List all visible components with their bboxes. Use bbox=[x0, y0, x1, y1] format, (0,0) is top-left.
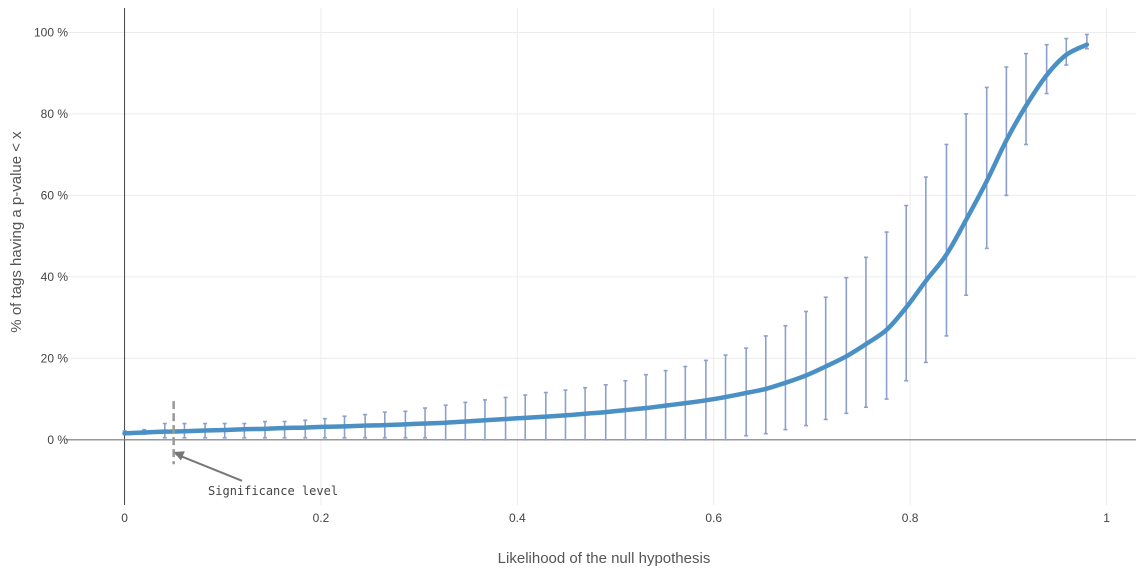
y-tick-label: 80 % bbox=[41, 107, 69, 121]
gridlines bbox=[66, 8, 1136, 505]
series-lines bbox=[122, 42, 1090, 436]
significance-marker-group bbox=[172, 401, 243, 482]
y-tick-label: 40 % bbox=[41, 270, 69, 284]
x-axis-title: Likelihood of the null hypothesis bbox=[498, 550, 711, 567]
x-tick-label: 0 bbox=[121, 511, 128, 525]
significance-level-label: Significance level bbox=[208, 484, 338, 498]
cumulative-line bbox=[122, 42, 1090, 436]
x-tick-labels: 0 0.2 0.4 0.6 0.8 1 bbox=[121, 511, 1110, 525]
y-tick-label: 20 % bbox=[41, 351, 69, 365]
y-axis-title: % of tags having a p-value < x bbox=[8, 131, 25, 333]
x-tick-label: 0.4 bbox=[509, 511, 526, 525]
y-tick-labels: 0 % 20 % 40 % 60 % 80 % 100 % bbox=[34, 25, 68, 446]
x-tick-label: 0.6 bbox=[705, 511, 722, 525]
y-tick-label: 0 % bbox=[47, 433, 68, 447]
annotation-arrow-shaft bbox=[175, 453, 243, 482]
annotation-arrowhead bbox=[173, 451, 185, 461]
x-tick-label: 0.2 bbox=[313, 511, 330, 525]
x-tick-label: 0.8 bbox=[902, 511, 919, 525]
axes bbox=[66, 8, 1136, 505]
error-bars bbox=[122, 33, 1089, 441]
x-tick-label: 1 bbox=[1103, 511, 1110, 525]
y-tick-label: 100 % bbox=[34, 25, 68, 39]
y-tick-label: 60 % bbox=[41, 188, 69, 202]
